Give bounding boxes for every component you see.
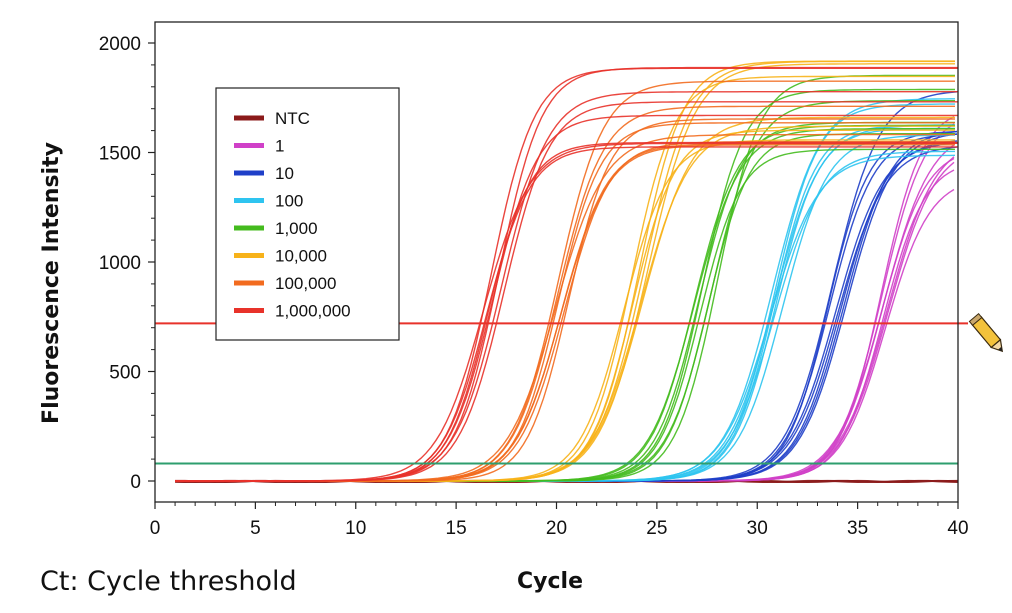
y-tick-label: 1500 bbox=[99, 144, 141, 165]
y-tick-label: 0 bbox=[130, 472, 141, 493]
x-tick-label: 10 bbox=[345, 518, 366, 539]
x-tick-label: 20 bbox=[546, 518, 567, 539]
y-axis: 0 500 1000 1500 2000 bbox=[99, 34, 155, 493]
legend-label: 1,000 bbox=[275, 219, 318, 238]
x-tick-label: 25 bbox=[646, 518, 667, 539]
y-axis-title: Fluorescence Intensity bbox=[39, 142, 64, 424]
legend: NTC 1 10 100 1,000 10,000 100,000 1,000,000 bbox=[234, 109, 351, 321]
pencil-icon bbox=[968, 312, 1004, 353]
legend-label: 100,000 bbox=[275, 274, 336, 293]
legend-box bbox=[215, 87, 400, 341]
x-tick-label: 35 bbox=[847, 518, 868, 539]
legend-label: 10 bbox=[275, 164, 294, 183]
y-tick-label: 1000 bbox=[99, 253, 141, 274]
amplification-curve bbox=[175, 66, 958, 482]
legend-label: 10,000 bbox=[275, 247, 327, 266]
x-tick-label: 40 bbox=[947, 518, 968, 539]
x-tick-label: 5 bbox=[250, 518, 261, 539]
x-tick-label: 0 bbox=[150, 518, 161, 539]
legend-label: 1,000,000 bbox=[275, 302, 351, 321]
x-tick-label: 15 bbox=[446, 518, 467, 539]
x-axis: 0 5 10 15 20 25 30 35 40 bbox=[150, 502, 969, 539]
legend-label: NTC bbox=[275, 109, 310, 128]
x-tick-label: 30 bbox=[747, 518, 768, 539]
legend-label: 100 bbox=[275, 192, 303, 211]
x-axis-title: Cycle bbox=[517, 569, 583, 594]
ct-footnote: Ct: Cycle threshold bbox=[40, 566, 297, 597]
y-tick-label: 2000 bbox=[99, 34, 141, 55]
legend-label: 1 bbox=[275, 137, 284, 156]
curves-layer bbox=[175, 60, 959, 484]
y-tick-label: 500 bbox=[109, 363, 141, 384]
